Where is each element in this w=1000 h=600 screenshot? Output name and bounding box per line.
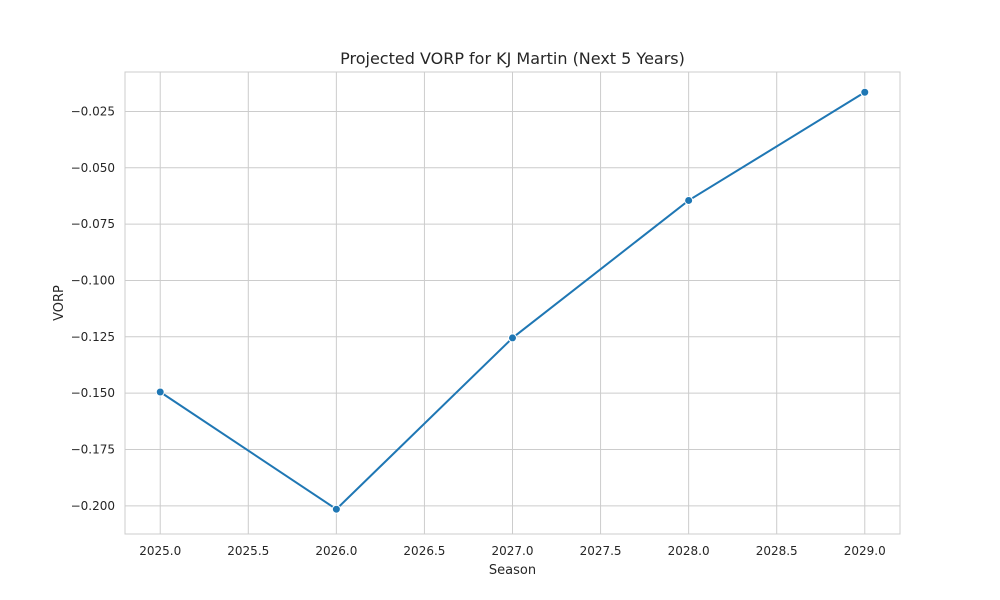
data-point <box>684 195 694 205</box>
x-axis-ticks: 2025.0 2025.5 2026.0 2026.5 2027.0 2027.5 2028… <box>139 544 886 558</box>
data-point <box>508 333 517 343</box>
series-layer <box>155 87 870 514</box>
y-axis-ticks: −0.200 −0.175 −0.150 −0.125 −0.100 −0.075 −0.0… <box>71 104 115 512</box>
data-point <box>860 87 870 97</box>
chart-title: Projected VORP for KJ Martin (Next 5 Yea… <box>340 49 685 68</box>
x-axis-label: Season <box>489 563 536 578</box>
plot-area-frame <box>124 71 901 535</box>
y-tick-label: −0.150 <box>71 386 115 400</box>
x-tick-label: 2025.0 <box>139 544 181 558</box>
x-tick-label: 2026.0 <box>315 544 357 558</box>
x-tick-label: 2027.5 <box>580 544 622 558</box>
y-tick-label: −0.025 <box>71 104 115 118</box>
y-tick-label: −0.175 <box>71 442 115 456</box>
data-point <box>155 387 165 397</box>
y-axis-label: VORP <box>52 285 67 321</box>
y-tick-label: −0.050 <box>71 161 115 175</box>
y-tick-label: −0.200 <box>71 499 115 513</box>
x-tick-label: 2028.0 <box>668 544 710 558</box>
x-tick-label: 2029.0 <box>844 544 886 558</box>
x-tick-label: 2027.0 <box>492 544 534 558</box>
x-tick-label: 2026.5 <box>403 544 445 558</box>
y-tick-label: −0.125 <box>71 330 115 344</box>
x-tick-label: 2025.5 <box>227 544 269 558</box>
y-tick-label: −0.100 <box>71 273 115 287</box>
x-tick-label: 2028.5 <box>756 544 798 558</box>
y-tick-label: −0.075 <box>71 217 115 231</box>
data-point <box>331 504 341 514</box>
